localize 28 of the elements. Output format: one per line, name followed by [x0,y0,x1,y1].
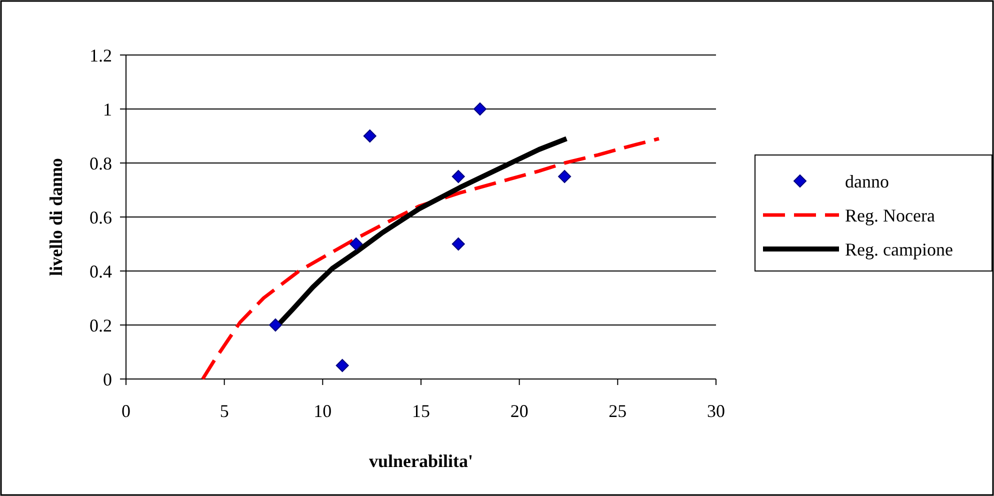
y-tick-label: 0.2 [90,315,112,336]
point [363,130,376,142]
y-tick-label: 0.8 [90,153,112,174]
point [336,359,349,372]
y-tick-label: 0.6 [90,207,112,228]
point [350,238,363,250]
line-series [200,136,661,381]
legend-label: danno [845,171,889,192]
x-tick-label: 15 [412,401,430,421]
legend-label: Reg. Nocera [845,205,935,226]
x-axis-title: vulnerabilita' [368,451,474,471]
point [474,102,486,116]
point [452,238,465,250]
x-tick-label: 10 [314,401,332,421]
y-tick-label: 1.2 [90,45,112,66]
y-tick-label: 1 [103,99,112,120]
y-tick-label: 0.4 [90,261,112,282]
point [268,318,282,332]
point [452,170,465,183]
legend-label: Reg. campione [845,239,953,260]
x-tick-label: 5 [220,401,229,421]
y-axis-title: livello di danno [46,158,66,276]
y-tick-label: 0 [103,369,112,390]
x-tick-label: 25 [608,401,627,421]
x-tick-label: 30 [707,401,725,421]
x-tick-label: 20 [510,401,528,421]
point [558,170,572,183]
x-tick-label: 0 [122,401,130,421]
